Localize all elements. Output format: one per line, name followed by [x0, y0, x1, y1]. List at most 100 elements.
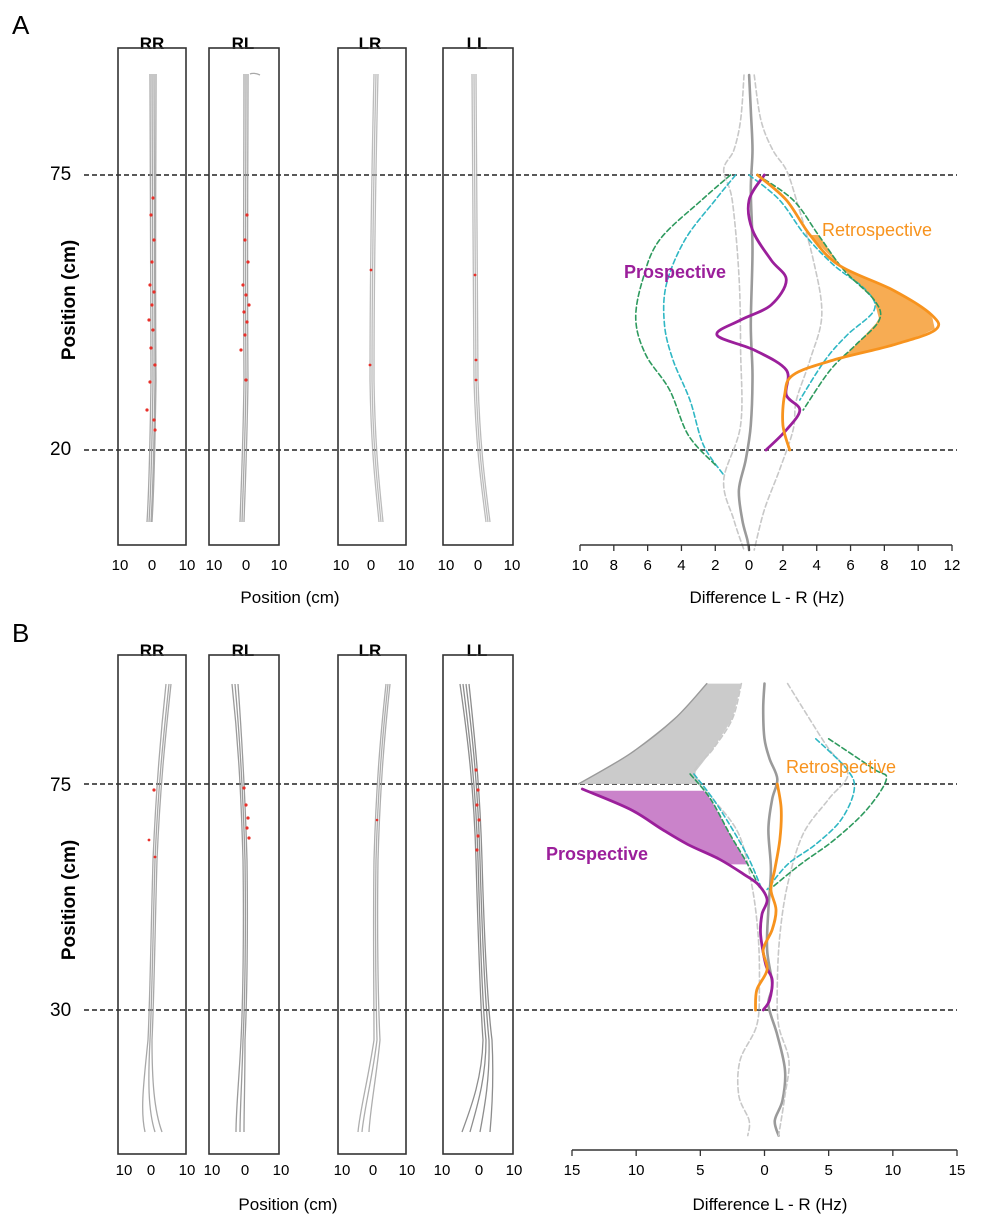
- panel-b-box-ll: [442, 654, 514, 1155]
- panel-b-chart-xtick-label-0: 15: [564, 1162, 581, 1179]
- panel-b-box-lr: [337, 654, 407, 1155]
- panel-a-chart-xtick-label-1: 8: [610, 557, 618, 574]
- panel-b-spikes-rl: [242, 786, 251, 840]
- panel-b-rl-xtick-right: 10: [273, 1162, 290, 1179]
- panel-a-trial-rl-label: RL: [232, 34, 255, 53]
- panel-b: B RR RL LR LL Position (cm) 75 30: [12, 618, 965, 1214]
- panel-b-trial-rl-label: RL: [232, 641, 255, 660]
- panel-b-series-ci-left-gray: [693, 682, 761, 1137]
- panel-b-trial-lr-label: LR: [359, 641, 382, 660]
- panel-b-chart-x-axis-label: Difference L - R (Hz): [693, 1195, 848, 1214]
- panel-b-shaded-region-1: [586, 790, 748, 865]
- panel-b-annotation-retrospective: Retrospective: [786, 757, 896, 777]
- panel-b-lr-xtick-left: 10: [334, 1162, 351, 1179]
- panel-b-ll-xtick-right: 10: [506, 1162, 523, 1179]
- panel-a-box-rl: [208, 47, 280, 546]
- panel-a-box-rr: [117, 47, 187, 546]
- panel-b-rl-xtick-mid: 0: [241, 1162, 249, 1179]
- panel-a-traj-x-axis-label: Position (cm): [240, 588, 339, 607]
- panel-b-trajectory-rl: [208, 654, 280, 1155]
- panel-a-spikes-rl: [239, 213, 251, 382]
- panel-a-ll-xtick-left: 10: [438, 557, 455, 574]
- panel-a-series-ci-right-green: [756, 174, 882, 411]
- panel-a-annotation-prospective: Prospective: [624, 262, 726, 282]
- panel-a-traj-x-ticks: 10 0 10 10 0 10 10 0 10 10 0 10: [112, 557, 521, 574]
- panel-b-rr-xtick-right: 10: [179, 1162, 196, 1179]
- panel-a-chart-xtick-label-10: 10: [910, 557, 927, 574]
- panel-b-trajectory-rr: [117, 654, 187, 1155]
- panel-a-ytick-20: 20: [50, 439, 71, 460]
- panel-a-series-ci-right-gray: [753, 74, 823, 551]
- panel-b-series-mean-gray: [761, 682, 787, 1137]
- panel-b-traj-x-ticks: 10 0 10 10 0 10 10 0 10 10 0 10: [116, 1162, 523, 1179]
- panel-b-ll-xtick-mid: 0: [475, 1162, 483, 1179]
- panel-a-rl-xtick-left: 10: [206, 557, 223, 574]
- panel-a-box-lr: [337, 47, 407, 546]
- panel-b-chart-xtick-label-2: 5: [696, 1162, 704, 1179]
- panel-b-series-prospective: [580, 787, 774, 1012]
- panel-a-chart-xtick-label-3: 4: [677, 557, 685, 574]
- panel-b-spikes-lr: [375, 818, 379, 822]
- panel-a-traj-lines-ll: [471, 73, 491, 523]
- panel-a-lr-xtick-right: 10: [398, 557, 415, 574]
- panel-a-trial-rr-label: RR: [140, 34, 165, 53]
- panel-a-trial-ll-label: LL: [467, 34, 488, 53]
- panel-b-lr-xtick-right: 10: [399, 1162, 416, 1179]
- panel-b-rr-xtick-left: 10: [116, 1162, 133, 1179]
- panel-b-traj-lines-ll: [459, 683, 494, 1133]
- panel-b-traj-lines-lr: [357, 683, 391, 1133]
- panel-a-box-ll: [442, 47, 514, 546]
- panel-b-box-rr: [117, 654, 187, 1155]
- panel-a-y-axis-label: Position (cm): [59, 240, 80, 360]
- panel-a-series-ci-left-teal: [662, 174, 737, 476]
- panel-b-ll-xtick-left: 10: [434, 1162, 451, 1179]
- panel-b-trajectory-ll: [442, 654, 514, 1155]
- panel-a-annotation-retrospective: Retrospective: [822, 220, 932, 240]
- panel-a-chart-xtick-label-5: 0: [745, 557, 753, 574]
- panel-a-series-mean-gray: [737, 73, 754, 552]
- panel-a-chart-xtick-label-0: 10: [572, 557, 589, 574]
- panel-b-ytick-30: 30: [50, 1000, 71, 1021]
- panel-b-lr-xtick-mid: 0: [369, 1162, 377, 1179]
- panel-b-rl-xtick-left: 10: [204, 1162, 221, 1179]
- panel-b-chart-xtick-label-6: 15: [949, 1162, 966, 1179]
- panel-a-traj-lines-lr: [369, 73, 384, 523]
- panel-b-trial-rr-label: RR: [140, 641, 165, 660]
- panel-b-series-ci-left-teal: [693, 773, 763, 891]
- panel-a-ytick-75: 75: [50, 164, 71, 185]
- panel-b-traj-lines-rr: [142, 683, 172, 1133]
- panel-a-trajectory-lr: [337, 47, 407, 546]
- panel-b-chart-xtick-label-1: 10: [628, 1162, 645, 1179]
- panel-a-chart-xtick-label-2: 6: [643, 557, 651, 574]
- panel-b-ytick-75: 75: [50, 775, 71, 796]
- panel-b-series-ci-left-green: [689, 773, 762, 891]
- panel-a-series-ci-left-green: [634, 174, 732, 466]
- panel-b-difference-chart: 15 10 5 0 5 10 15 Difference L - R (Hz) Prospe…: [546, 682, 966, 1214]
- panel-b-traj-lines-rl: [231, 683, 249, 1133]
- panel-a-rr-xtick-left: 10: [112, 557, 129, 574]
- panel-a-trial-lr-label: LR: [359, 34, 382, 53]
- panel-a-label: A: [12, 10, 30, 40]
- panel-a-chart-xtick-label-9: 8: [880, 557, 888, 574]
- panel-a-chart-xtick-label-8: 6: [846, 557, 854, 574]
- panel-b-spikes-ll: [474, 768, 481, 852]
- panel-b-chart-xtick-label-3: 0: [760, 1162, 768, 1179]
- panel-a-rr-xtick-right: 10: [179, 557, 196, 574]
- panel-a-trajectory-rr: [117, 47, 187, 546]
- panel-b-box-rl: [208, 654, 280, 1155]
- panel-a-lr-xtick-mid: 0: [367, 557, 375, 574]
- panel-b-series-retrospective: [754, 782, 783, 1012]
- panel-a-series-retrospective: [756, 173, 941, 452]
- panel-a: A RR RL LR LL Position (cm) 75 20: [12, 10, 960, 607]
- panel-b-series-ci-right-green: [768, 738, 888, 891]
- panel-a-chart-xtick-label-7: 4: [813, 557, 821, 574]
- panel-b-shaded-region-0: [578, 683, 742, 784]
- panel-a-chart-xtick-label-11: 12: [944, 557, 961, 574]
- panel-a-difference-chart: 10 8 6 4 2 0 2 4 6 8 10 12 Difference L - R (Hz) Pr…: [572, 73, 961, 607]
- panel-b-label: B: [12, 618, 29, 648]
- panel-a-rl-xtick-right: 10: [271, 557, 288, 574]
- panel-b-series-gray-shade-left: [577, 682, 708, 785]
- panel-a-trajectory-rl: [208, 47, 280, 546]
- panel-a-chart-x-axis-label: Difference L - R (Hz): [690, 588, 845, 607]
